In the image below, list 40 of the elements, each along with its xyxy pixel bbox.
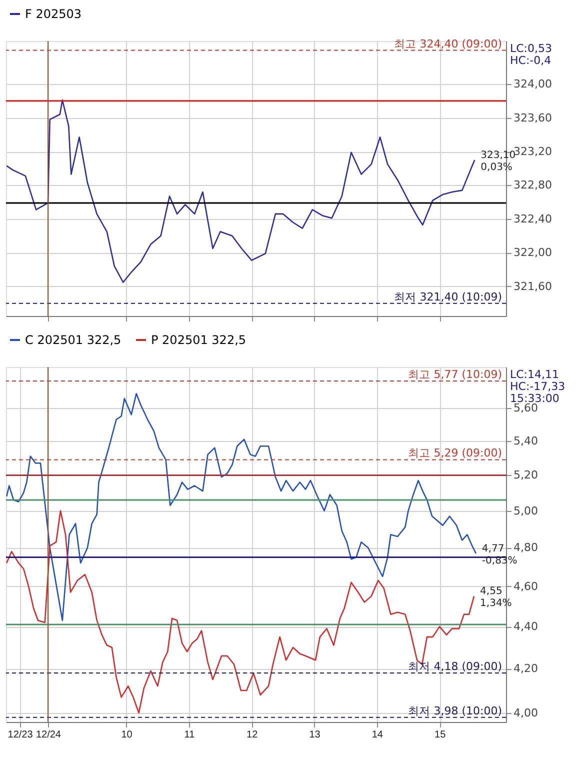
y-tick-label: 4,00 (514, 706, 538, 720)
ref-line-label: 최고 324,40 (09:00) (394, 37, 502, 50)
ref-line-label: 최고 5,29 (09:00) (408, 446, 502, 460)
y-tick-label: 4,60 (514, 580, 538, 593)
y-tick-label: 4,80 (514, 541, 538, 554)
text: LC:14,11 (510, 368, 560, 381)
annotation: 4,77 (482, 543, 504, 554)
y-tick-label: 323,60 (514, 111, 552, 124)
legend-label: F 202503 (25, 7, 82, 21)
y-tick-label: 324,00 (514, 78, 552, 91)
y-tick-label: 321,60 (514, 280, 552, 293)
x-tick-label: 15 (434, 730, 446, 740)
y-tick-label: 5,00 (514, 504, 538, 518)
y-tick-label: 323,20 (514, 145, 552, 158)
y-tick-label: 322,40 (514, 212, 552, 226)
y-tick-label: 322,80 (514, 178, 552, 192)
ref-line-label: 최저 4,18 (09:00) (408, 660, 502, 674)
x-tick-label: 12/24 (36, 730, 62, 740)
y-tick-label: 5,60 (514, 402, 538, 415)
legend-label: P 202501 322,5 (151, 333, 246, 347)
ref-line-label: 최저 3,98 (10:00) (408, 704, 502, 718)
y-tick-label: 4,40 (514, 620, 538, 634)
y-tick-label: 5,40 (514, 434, 538, 448)
y-tick-label: 322,00 (514, 246, 552, 260)
x-tick-label: 13 (309, 730, 321, 740)
x-tick-label: 11 (184, 730, 196, 740)
ref-line-label: 최고 5,77 (10:09) (408, 368, 502, 382)
x-tick-label: 10 (121, 730, 133, 740)
x-tick-label: 12 (246, 730, 258, 740)
y-tick-label: 5,20 (514, 468, 538, 482)
text: LC:0,53 (510, 42, 552, 55)
y-tick-label: 4,20 (514, 662, 538, 676)
x-tick-label: 14 (372, 730, 384, 740)
text: HC:-17,33 (510, 380, 566, 393)
x-tick-label: 12/23 (8, 730, 34, 740)
line-series (6, 99, 476, 283)
annotation: 4,55 (480, 586, 502, 598)
text: HC:-0,4 (510, 54, 552, 67)
ref-line-label: 최저 321,40 (10:09) (394, 290, 502, 304)
legend-label: C 202501 322,5 (25, 333, 122, 347)
